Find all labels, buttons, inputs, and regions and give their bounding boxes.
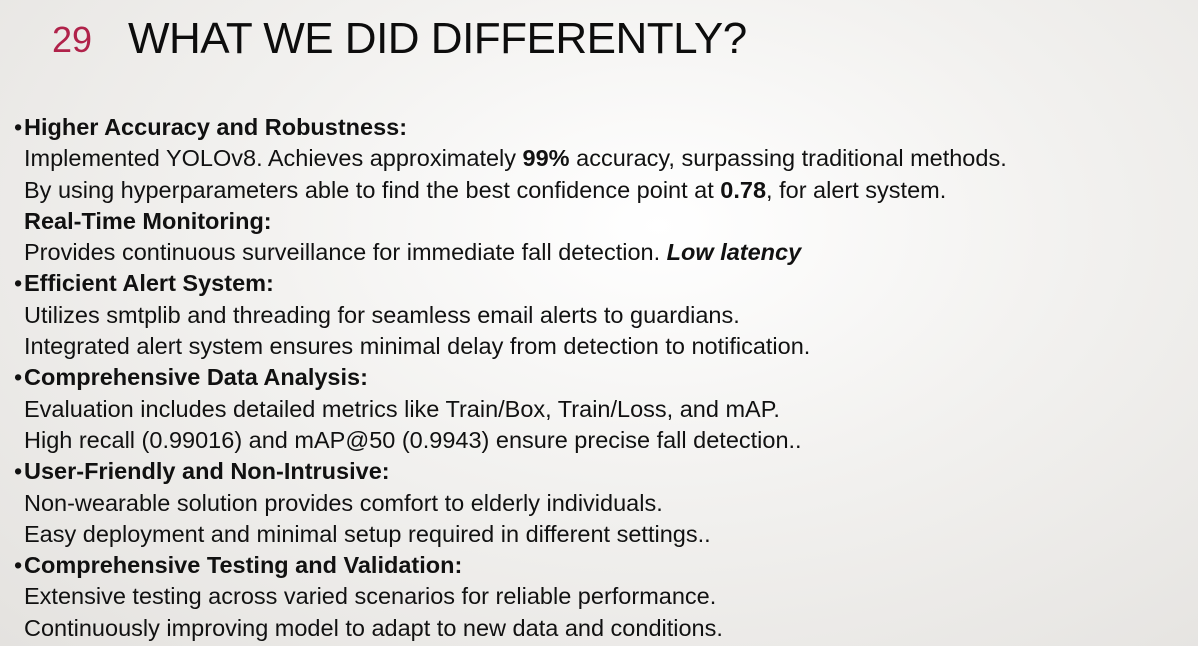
- text-segment: Implemented YOLOv8. Achieves approximate…: [24, 145, 523, 172]
- analysis-line-2: High recall (0.99016) and mAP@50 (0.9943…: [24, 426, 802, 453]
- bullet-marker: •: [14, 364, 23, 391]
- section-heading-accuracy: •Higher Accuracy and Robustness:: [14, 112, 1190, 143]
- low-latency-emphasis: Low latency: [666, 239, 802, 266]
- confidence-value: 0.78: [720, 176, 767, 203]
- userfriendly-line-2: Easy deployment and minimal setup requir…: [24, 520, 711, 547]
- userfriendly-line-1: Non-wearable solution provides comfort t…: [24, 489, 663, 516]
- realtime-line-1: Provides continuous surveillance for imm…: [14, 237, 1190, 268]
- section-heading-realtime: Real-Time Monitoring:: [14, 206, 1190, 237]
- heading-text: Comprehensive Data Analysis:: [24, 364, 368, 391]
- section-heading-analysis: •Comprehensive Data Analysis:: [14, 362, 1190, 393]
- slide-title: WHAT WE DID DIFFERENTLY?: [128, 14, 747, 63]
- heading-text: Efficient Alert System:: [24, 270, 274, 297]
- bullet-marker: •: [14, 552, 23, 579]
- accuracy-line-1: Implemented YOLOv8. Achieves approximate…: [14, 143, 1190, 174]
- text-segment: accuracy, surpassing traditional methods…: [569, 145, 1007, 172]
- text-segment: , for alert system.: [766, 176, 947, 203]
- section-heading-userfriendly: •User-Friendly and Non-Intrusive:: [14, 456, 1190, 487]
- alert-line-1: Utilizes smtplib and threading for seaml…: [24, 301, 740, 328]
- heading-text: Comprehensive Testing and Validation:: [24, 552, 463, 579]
- analysis-line-1: Evaluation includes detailed metrics lik…: [24, 395, 780, 422]
- text-segment: Provides continuous surveillance for imm…: [24, 239, 667, 266]
- slide-body: •Higher Accuracy and Robustness: Impleme…: [14, 112, 1190, 644]
- bullet-marker: •: [14, 114, 23, 140]
- accuracy-line-2: By using hyperparameters able to find th…: [14, 175, 1190, 206]
- accuracy-value: 99%: [522, 145, 570, 172]
- heading-text: User-Friendly and Non-Intrusive:: [24, 458, 390, 485]
- heading-text: Real-Time Monitoring:: [24, 207, 272, 234]
- testing-line-2: Continuously improving model to adapt to…: [24, 614, 723, 641]
- section-heading-testing: •Comprehensive Testing and Validation:: [14, 550, 1190, 581]
- heading-text: Higher Accuracy and Robustness:: [24, 114, 408, 140]
- slide-number: 29: [52, 19, 93, 60]
- section-heading-alert: •Efficient Alert System:: [14, 268, 1190, 299]
- bullet-marker: •: [14, 270, 23, 297]
- text-segment: By using hyperparameters able to find th…: [24, 176, 721, 203]
- testing-line-1: Extensive testing across varied scenario…: [24, 583, 717, 610]
- alert-line-2: Integrated alert system ensures minimal …: [24, 333, 811, 360]
- bullet-marker: •: [14, 458, 23, 485]
